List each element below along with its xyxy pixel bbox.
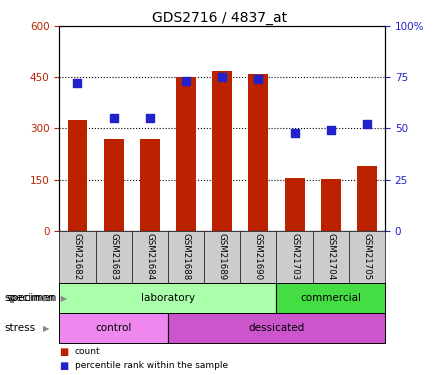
Text: ▶: ▶ (58, 294, 67, 303)
Bar (59, 313, 168, 343)
Bar (176, 77, 196, 231)
Bar (168, 313, 385, 343)
Point (219, 74, 226, 80)
Text: GSM21703: GSM21703 (290, 233, 299, 280)
Text: GSM21705: GSM21705 (363, 233, 371, 280)
Point (147, 115, 154, 121)
Text: specimen: specimen (4, 293, 55, 303)
Bar (357, 166, 377, 231)
Point (74, 81, 81, 87)
Text: GSM21704: GSM21704 (326, 233, 335, 280)
Text: ▶: ▶ (43, 324, 49, 333)
Bar (104, 139, 124, 231)
Text: GSM21684: GSM21684 (145, 233, 154, 280)
Text: percentile rank within the sample: percentile rank within the sample (75, 362, 228, 370)
Bar (321, 179, 341, 231)
Text: commercial: commercial (300, 293, 361, 303)
Point (363, 122, 370, 128)
Point (291, 129, 298, 135)
Text: GSM21689: GSM21689 (218, 233, 227, 280)
Text: GSM21683: GSM21683 (109, 233, 118, 280)
Point (255, 76, 262, 82)
Text: ▶: ▶ (43, 294, 49, 303)
Point (183, 78, 190, 84)
Text: ■: ■ (59, 347, 69, 357)
Text: GDS2716 / 4837_at: GDS2716 / 4837_at (152, 11, 288, 25)
Text: stress: stress (4, 323, 36, 333)
Text: GSM21682: GSM21682 (73, 233, 82, 280)
Bar (285, 178, 304, 231)
Text: ■: ■ (59, 361, 69, 371)
Point (327, 128, 334, 134)
Text: GSM21690: GSM21690 (254, 233, 263, 280)
Text: laboratory: laboratory (141, 293, 195, 303)
Bar (68, 120, 88, 231)
Bar (140, 140, 160, 231)
Bar (59, 283, 276, 313)
Point (110, 115, 117, 121)
Text: count: count (75, 347, 100, 356)
Bar (276, 283, 385, 313)
Bar (249, 74, 268, 231)
Text: specimen: specimen (7, 293, 57, 303)
Text: GSM21688: GSM21688 (182, 233, 191, 280)
Text: dessicated: dessicated (248, 323, 304, 333)
Bar (212, 70, 232, 231)
Text: control: control (95, 323, 132, 333)
